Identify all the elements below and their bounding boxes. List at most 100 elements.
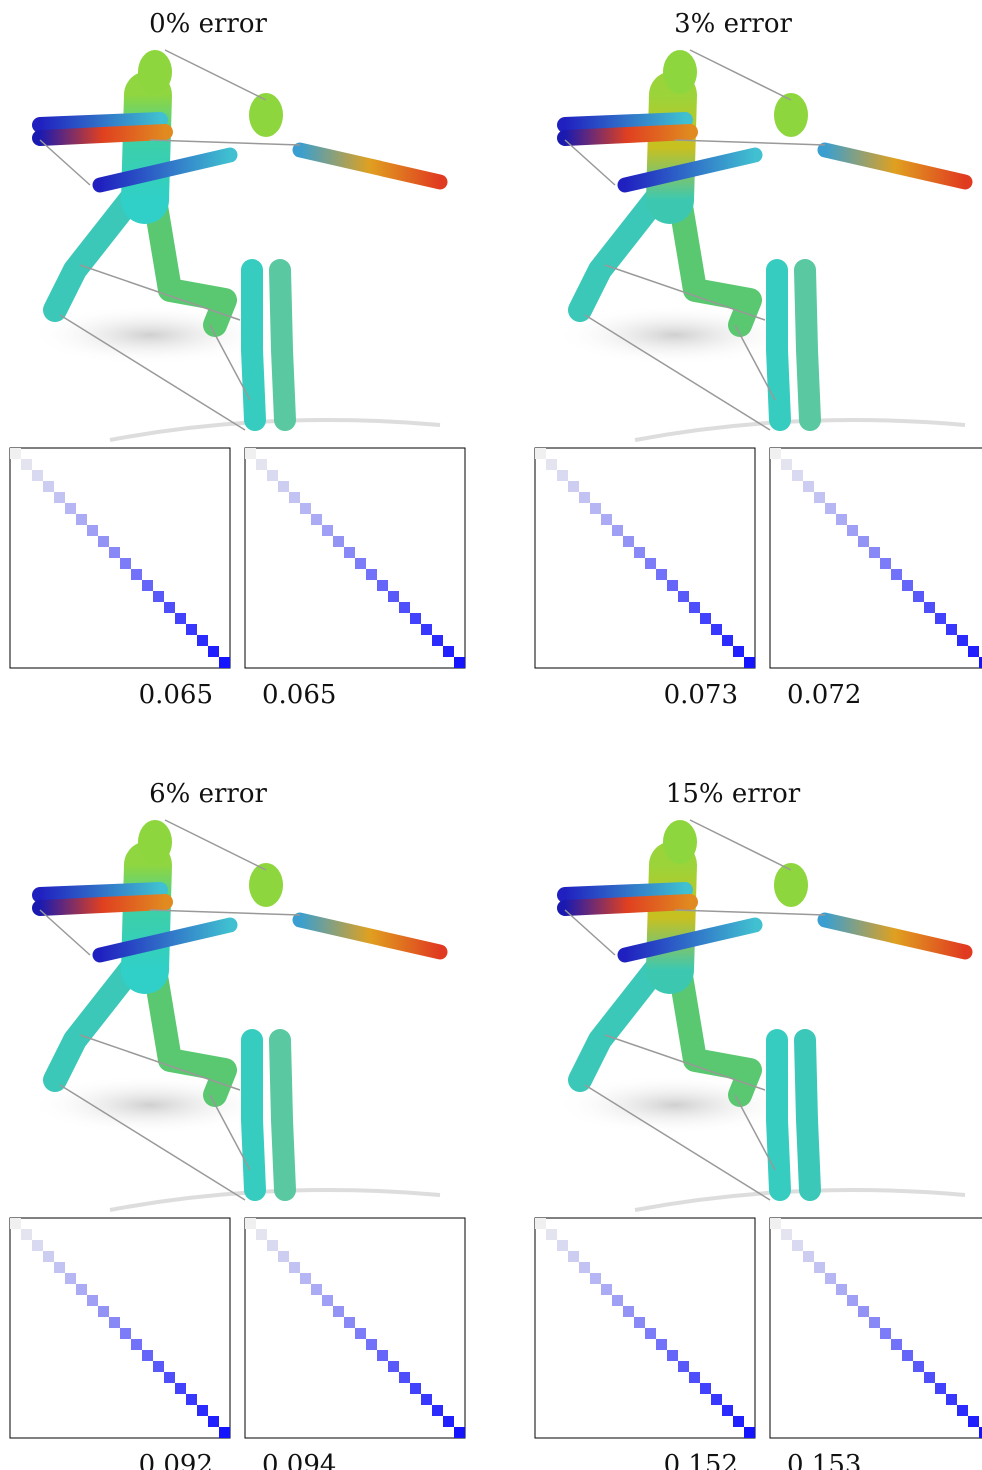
matrix-cell xyxy=(579,1262,590,1273)
matrix-cell xyxy=(803,1251,814,1262)
matrix-cell xyxy=(792,1240,803,1251)
stand-arm xyxy=(300,150,440,182)
matrix-score: 0.072 xyxy=(787,680,861,710)
matrix-cell xyxy=(678,1361,689,1372)
matrix-cell xyxy=(432,1405,443,1416)
figure: 0% error0.0650.0653% error0.0730.0726% e… xyxy=(0,0,982,1470)
matrix-cell xyxy=(546,459,557,470)
matrix-cell xyxy=(902,1350,913,1361)
matrix-cell xyxy=(891,1339,902,1350)
matrix-cell xyxy=(142,580,153,591)
matrix-cell xyxy=(76,514,87,525)
matrix-cell xyxy=(825,1273,836,1284)
matrix-cell xyxy=(700,1383,711,1394)
crouch-arm xyxy=(565,120,685,125)
matrix-cell xyxy=(311,1284,322,1295)
matrix-cell xyxy=(847,1295,858,1306)
matrix-cell xyxy=(10,448,21,459)
matrix-cell xyxy=(377,580,388,591)
crouch-arm xyxy=(565,902,690,908)
matrix-cell xyxy=(667,1350,678,1361)
correspondence-line xyxy=(690,50,791,100)
crouch-arm xyxy=(40,120,160,125)
correspondence-matrix xyxy=(10,1218,230,1438)
matrix-cell xyxy=(957,635,968,646)
matrix-cell xyxy=(557,1240,568,1251)
crouch-leg xyxy=(580,200,655,310)
matrix-cell xyxy=(968,646,979,657)
matrix-cell xyxy=(968,1416,979,1427)
matrix-cell xyxy=(711,1394,722,1405)
stand-leg xyxy=(280,1040,285,1190)
shape-illustration xyxy=(555,820,965,1210)
matrix-cell xyxy=(601,514,612,525)
matrix-cell xyxy=(744,1427,755,1438)
matrix-cell xyxy=(667,580,678,591)
matrix-score: 0.065 xyxy=(139,680,213,710)
matrix-cell xyxy=(32,1240,43,1251)
matrix-cell xyxy=(546,1229,557,1240)
matrix-cell xyxy=(601,1284,612,1295)
matrix-cell xyxy=(76,1284,87,1295)
matrix-cell xyxy=(612,525,623,536)
matrix-cell xyxy=(568,1251,579,1262)
matrix-cell xyxy=(825,503,836,514)
matrix-cell xyxy=(87,525,98,536)
matrix-cell xyxy=(880,1328,891,1339)
matrix-cell xyxy=(256,1229,267,1240)
matrix-cell xyxy=(344,1317,355,1328)
matrix-cell xyxy=(421,1394,432,1405)
correspondence-matrix xyxy=(535,1218,755,1438)
matrix-cell xyxy=(175,613,186,624)
correspondence-matrix xyxy=(10,448,230,668)
matrix-cell xyxy=(388,1361,399,1372)
matrix-cell xyxy=(153,1361,164,1372)
matrix-cell xyxy=(722,635,733,646)
crouch-torso xyxy=(670,865,673,970)
matrix-cell xyxy=(623,536,634,547)
matrix-cell xyxy=(219,657,230,668)
matrix-cell xyxy=(656,569,667,580)
matrix-cell xyxy=(913,591,924,602)
panel-title: 6% error xyxy=(149,779,267,809)
matrix-cell xyxy=(109,1317,120,1328)
panel-title: 15% error xyxy=(666,779,801,809)
matrix-cell xyxy=(858,536,869,547)
correspondence-matrix xyxy=(770,448,982,668)
matrix-cell xyxy=(267,470,278,481)
matrix-cell xyxy=(208,646,219,657)
matrix-cell xyxy=(186,1394,197,1405)
matrix-cell xyxy=(689,1372,700,1383)
matrix-cell xyxy=(399,1372,410,1383)
matrix-cell xyxy=(557,470,568,481)
matrix-cell xyxy=(814,1262,825,1273)
matrix-cell xyxy=(98,1306,109,1317)
crouch-leg xyxy=(580,970,655,1080)
matrix-score: 0.152 xyxy=(664,1450,738,1470)
matrix-cell xyxy=(197,1405,208,1416)
matrix-cell xyxy=(623,1306,634,1317)
matrix-cell xyxy=(946,1394,957,1405)
correspondence-line xyxy=(690,820,791,870)
matrix-cell xyxy=(311,514,322,525)
matrix-cell xyxy=(245,448,256,459)
matrix-cell xyxy=(21,459,32,470)
matrix-cell xyxy=(744,657,755,668)
shape-illustration xyxy=(555,50,965,440)
matrix-cell xyxy=(333,536,344,547)
shape-illustration xyxy=(30,820,440,1210)
matrix-cell xyxy=(634,1317,645,1328)
matrix-cell xyxy=(219,1427,230,1438)
matrix-cell xyxy=(634,547,645,558)
panel-title: 0% error xyxy=(149,9,267,39)
matrix-cell xyxy=(770,1218,781,1229)
matrix-cell xyxy=(175,1383,186,1394)
matrix-cell xyxy=(946,624,957,635)
crouch-arm xyxy=(40,902,165,908)
matrix-score: 0.094 xyxy=(262,1450,336,1470)
matrix-cell xyxy=(891,569,902,580)
crouch-arm xyxy=(40,132,165,138)
matrix-cell xyxy=(792,470,803,481)
matrix-cell xyxy=(87,1295,98,1306)
crouch-arm xyxy=(565,132,690,138)
